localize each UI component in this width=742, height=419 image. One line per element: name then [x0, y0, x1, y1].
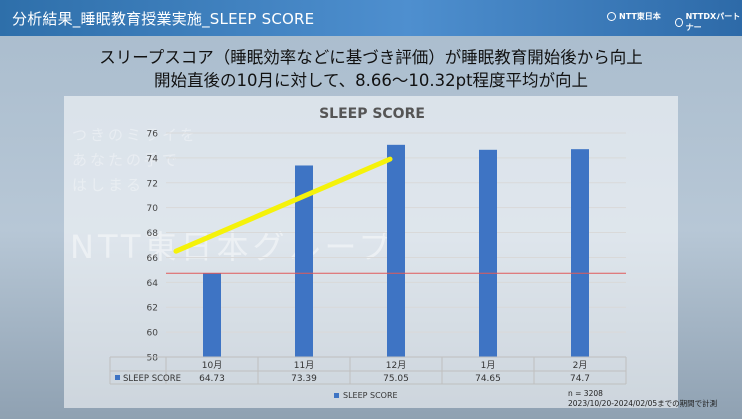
y-tick-label: 76: [147, 130, 159, 140]
y-tick-label: 68: [147, 229, 159, 239]
ntt-east-logo: NTT東日本: [607, 11, 661, 22]
headline-line-2: 開始直後の10月に対して、8.66～10.32pt程度平均が向上: [153, 71, 589, 90]
y-tick-label: 62: [147, 304, 158, 314]
slide-title: 分析結果_睡眠教育授業実施_SLEEP SCORE: [12, 10, 315, 28]
watermark-line-2: あなたの手で: [72, 151, 181, 169]
ntt-dx-logo-text: NTTDXパートナー: [685, 12, 741, 32]
y-tick-label: 74: [147, 154, 159, 164]
ntt-east-logo-text: NTT東日本: [619, 12, 661, 21]
watermark-line-1: つきのミライを: [72, 126, 199, 144]
data-label: 64.73: [199, 374, 225, 384]
bar-sleep-score-4: [479, 149, 497, 357]
y-tick-label: 60: [147, 329, 159, 339]
table-legend-swatch: [115, 375, 120, 380]
data-label: 75.05: [383, 374, 409, 384]
trend-line: [173, 156, 393, 254]
ntt-logo-icon: [607, 12, 616, 21]
y-tick-label: 70: [147, 204, 159, 214]
bar-sleep-score-5: [571, 149, 589, 357]
header-bar: 分析結果_睡眠教育授業実施_SLEEP SCORE NTT東日本 NTTDXパー…: [0, 0, 742, 36]
data-label: 74.65: [475, 374, 501, 384]
measurement-period-note: 2023/10/20-2024/02/05までの期間で計測: [568, 398, 717, 408]
bar-sleep-score-2: [295, 165, 313, 357]
y-tick-label: 58: [147, 354, 159, 364]
y-tick-label: 66: [147, 254, 159, 264]
bar-sleep-score-1: [203, 273, 221, 357]
headline-line-1: スリープスコア（睡眠効率などに基づき評価）が睡眠教育開始後から向上: [99, 48, 643, 67]
x-tick-label: 10月: [202, 360, 222, 371]
bar-sleep-score-3: [387, 144, 405, 357]
sample-size-note: n = 3208: [568, 389, 603, 398]
ntt-dx-logo: NTTDXパートナー: [675, 11, 742, 33]
legend-swatch: [334, 393, 339, 398]
ntt-dx-logo-icon: [675, 17, 683, 27]
x-tick-label: 12月: [386, 360, 406, 371]
x-tick-label: 1月: [481, 360, 496, 371]
x-tick-label: 11月: [294, 360, 314, 371]
data-label: 73.39: [291, 374, 317, 384]
chart-title: SLEEP SCORE: [319, 106, 425, 122]
table-series-label: SLEEP SCORE: [123, 374, 181, 384]
y-tick-label: 64: [147, 279, 159, 289]
legend-label: SLEEP SCORE: [343, 391, 398, 400]
x-tick-label: 2月: [573, 360, 588, 371]
watermark-line-3: はしまる: [72, 176, 145, 194]
y-tick-label: 72: [147, 179, 158, 189]
data-label: 74.7: [570, 374, 590, 384]
watermark-big: NTT東日本グループ: [70, 228, 395, 266]
